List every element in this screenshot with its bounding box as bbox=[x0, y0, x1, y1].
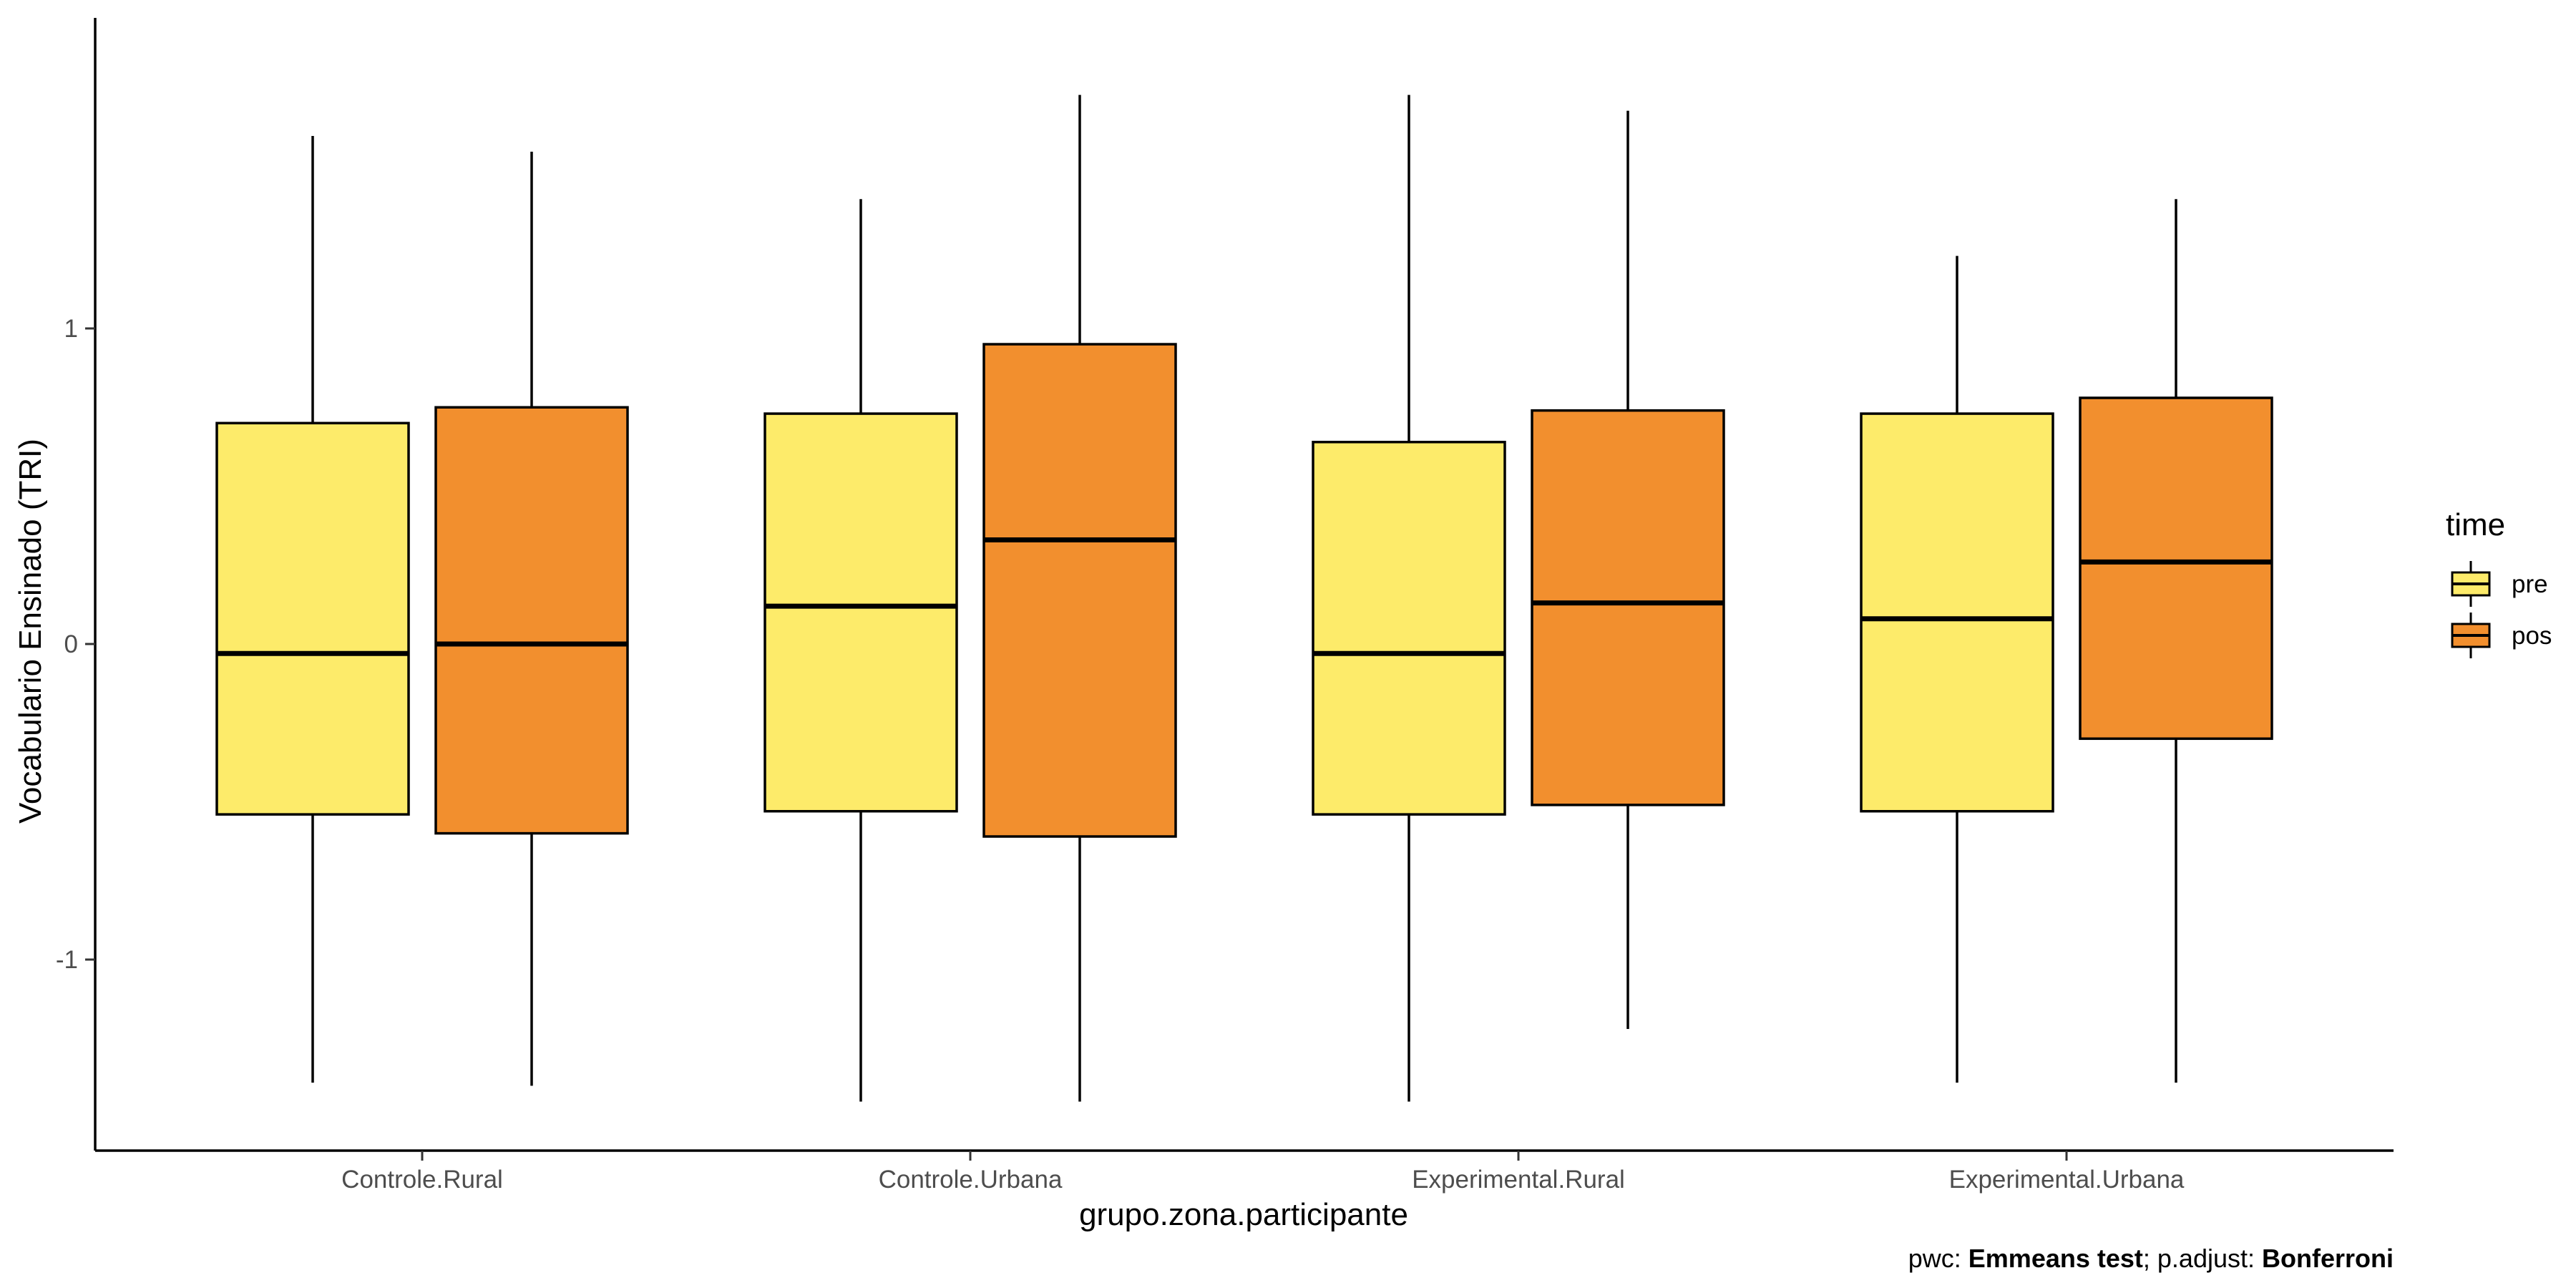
box-body bbox=[982, 343, 1177, 838]
box-body bbox=[434, 406, 629, 835]
caption: pwc: Emmeans test; p.adjust: Bonferroni bbox=[1908, 1244, 2394, 1274]
box-pos-2 bbox=[1531, 110, 1725, 1030]
box-body bbox=[763, 412, 958, 813]
axes: -1 0 1 Controle.Rural Controle.Urbana Experim… bbox=[56, 18, 2394, 1194]
box-pre-3 bbox=[1860, 255, 2054, 1083]
caption-method: Bonferroni bbox=[2262, 1244, 2394, 1273]
x-tick-label: Controle.Rural bbox=[341, 1166, 503, 1194]
y-tick-label: 0 bbox=[64, 630, 78, 658]
y-tick-label: -1 bbox=[56, 946, 78, 974]
box-pre-1 bbox=[763, 199, 958, 1102]
boxes bbox=[215, 94, 2273, 1102]
legend-label-pos: pos bbox=[2512, 622, 2552, 650]
box-pos-3 bbox=[2079, 199, 2273, 1083]
x-tick-label: Experimental.Rural bbox=[1412, 1166, 1625, 1194]
box-pos-1 bbox=[982, 94, 1177, 1102]
caption-prefix: pwc: bbox=[1908, 1244, 1968, 1273]
caption-middle: ; p.adjust: bbox=[2142, 1244, 2262, 1273]
box-pos-0 bbox=[434, 152, 629, 1086]
x-tick-label: Controle.Urbana bbox=[879, 1166, 1063, 1194]
box-body bbox=[2079, 396, 2273, 741]
y-axis-label: Vocabulario Ensinado (TRI) bbox=[13, 439, 48, 824]
y-tick-label: 1 bbox=[64, 315, 78, 343]
x-tick-label: Experimental.Urbana bbox=[1949, 1166, 2185, 1194]
caption-test: Emmeans test bbox=[1968, 1244, 2143, 1273]
box-pre-0 bbox=[215, 135, 410, 1083]
legend-title: time bbox=[2446, 507, 2505, 542]
box-body bbox=[1312, 441, 1506, 816]
box-body bbox=[1531, 409, 1725, 806]
box-body bbox=[1860, 412, 2054, 813]
box-body bbox=[215, 421, 410, 816]
box-pre-2 bbox=[1312, 94, 1506, 1102]
legend-label-pre: pre bbox=[2512, 570, 2548, 598]
x-axis-label: grupo.zona.participante bbox=[1079, 1197, 1408, 1232]
